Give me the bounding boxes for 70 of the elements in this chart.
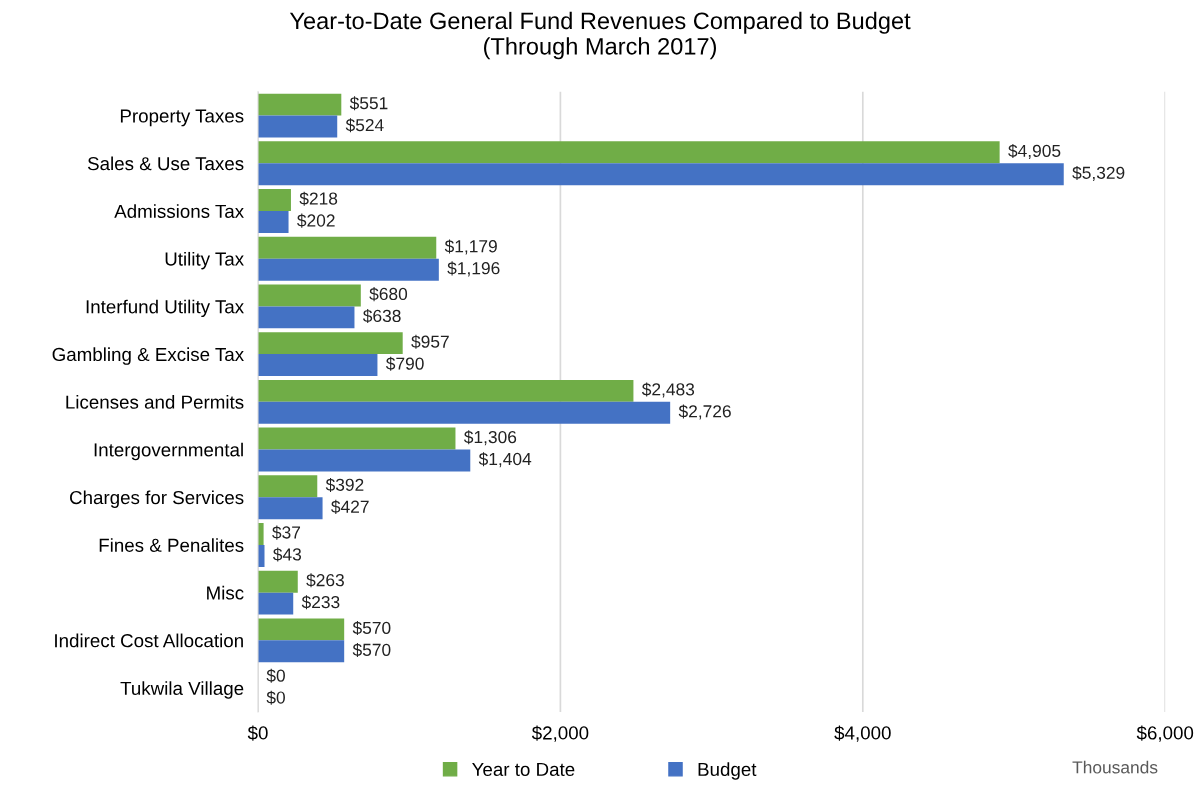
y-tick-label: Gambling & Excise Tax (52, 347, 244, 365)
legend-label: Budget (698, 762, 757, 780)
x-tick-label: $0 (247, 725, 268, 741)
bar (258, 497, 323, 520)
data-label: $680 (369, 287, 408, 302)
bar (258, 163, 1064, 186)
x-tick-label: $2,000 (531, 725, 589, 742)
bar (258, 211, 289, 233)
data-label: $0 (266, 690, 285, 705)
data-label: $1,404 (478, 452, 532, 468)
y-tick-label: Property Taxes (120, 109, 244, 127)
bar (258, 544, 265, 567)
y-tick-label: Intergovernmental (94, 442, 243, 461)
chart-title: Year-to-Date General Fund Revenues Compared to Budget (Through March 2017) (289, 11, 911, 60)
y-tick-label: Misc (207, 585, 244, 600)
bar (258, 306, 355, 329)
data-label: $2,483 (641, 382, 695, 398)
y-tick-label: Fines & Penalites (99, 538, 244, 552)
data-label: $0 (266, 668, 285, 683)
bar (258, 592, 294, 615)
data-label: $5,329 (1072, 165, 1125, 181)
y-tick-label: Utility Tax (165, 251, 244, 270)
bar (258, 640, 345, 663)
y-tick-label: Interfund Utility Tax (86, 299, 244, 318)
bar (258, 427, 456, 450)
data-label: $570 (352, 642, 391, 658)
bar (258, 401, 671, 424)
bar (258, 236, 437, 259)
data-label: $957 (411, 334, 449, 349)
legend-label: Year to Date (472, 762, 575, 777)
y-tick-label: Admissions Tax (114, 204, 244, 218)
bar (258, 189, 291, 212)
bar (258, 449, 471, 472)
bar (258, 379, 634, 402)
data-label: $551 (349, 96, 388, 111)
bar (258, 332, 403, 355)
data-label: $202 (297, 213, 335, 228)
bar (258, 284, 361, 307)
data-label: $1,306 (463, 430, 517, 446)
data-label: $427 (331, 499, 369, 514)
data-label: $233 (301, 595, 340, 610)
data-label: $638 (362, 309, 401, 324)
bar (258, 115, 338, 138)
bar (258, 354, 378, 377)
data-label: $1,196 (447, 261, 500, 277)
data-label: $790 (385, 356, 424, 371)
text: Thousands (1072, 760, 1158, 774)
bar (258, 141, 1000, 164)
bar (258, 618, 345, 641)
bar (258, 258, 439, 281)
data-label: $263 (306, 573, 344, 588)
bar (258, 475, 318, 498)
data-label: $218 (299, 191, 338, 206)
y-tick-label: Tukwila Village (120, 681, 244, 699)
data-label: $570 (352, 621, 391, 636)
data-label: $1,179 (444, 239, 497, 255)
x-tick-label: $4,000 (834, 725, 891, 742)
data-label: $4,905 (1008, 143, 1061, 160)
data-label: $392 (325, 477, 364, 492)
x-tick-label: $6,000 (1136, 725, 1194, 742)
data-label: $2,726 (678, 404, 731, 420)
data-label: $43 (273, 547, 302, 562)
y-tick-label: Licenses and Permits (66, 395, 244, 409)
bar (258, 93, 342, 116)
y-tick-label: Charges for Services (70, 490, 244, 508)
bar (258, 570, 298, 593)
data-label: $524 (345, 118, 384, 133)
data-label: $37 (272, 525, 301, 540)
y-tick-label: Indirect Cost Allocation (55, 633, 243, 648)
y-tick-label: Sales & Use Taxes (87, 156, 244, 171)
